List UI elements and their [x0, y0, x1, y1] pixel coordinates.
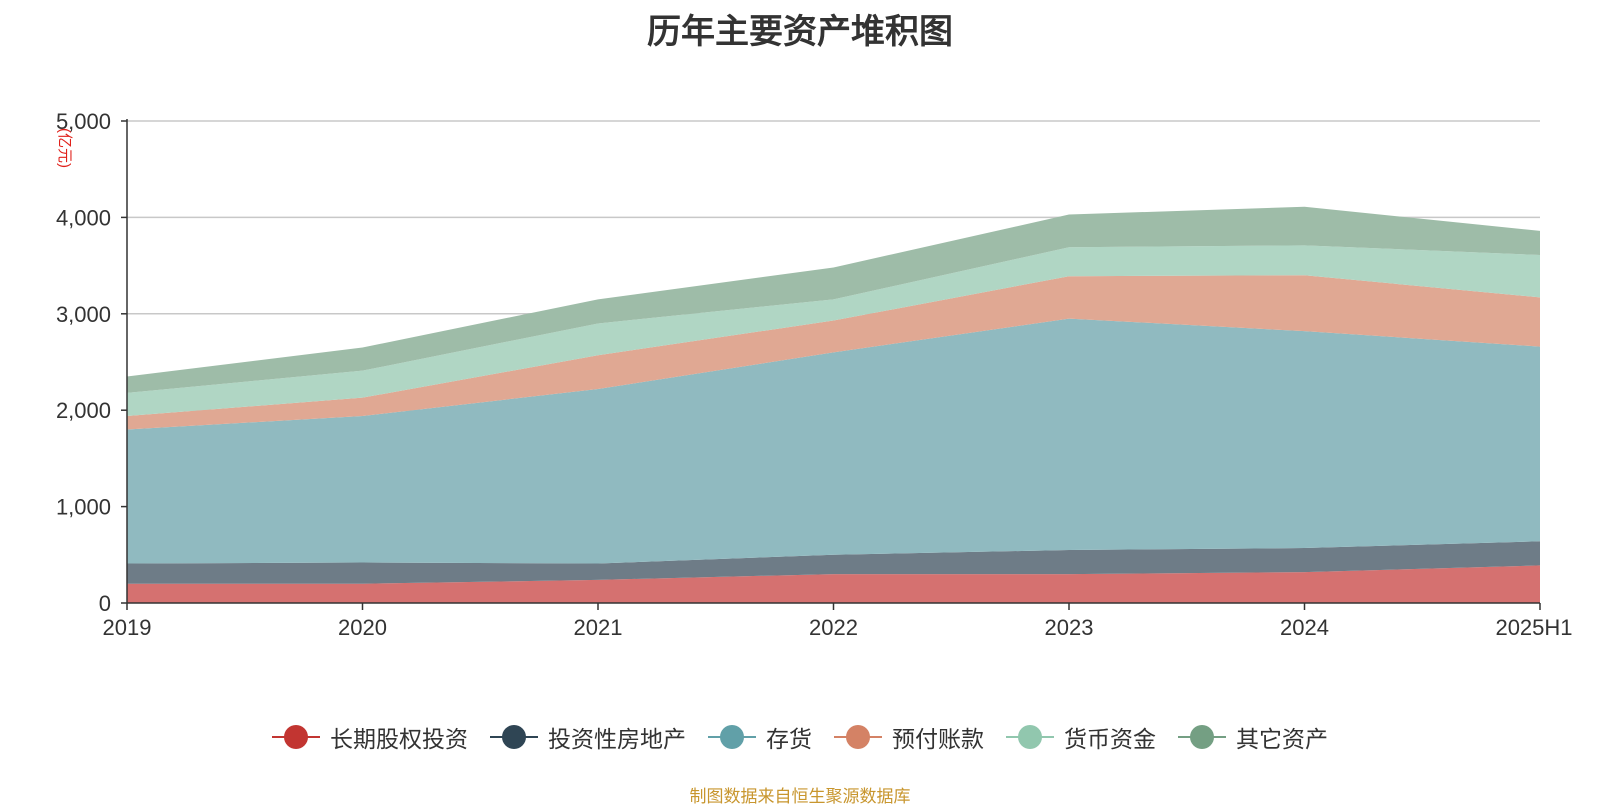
legend-label: 其它资产 [1236, 726, 1328, 752]
legend-marker-icon [1178, 725, 1226, 749]
legend-marker-icon [1006, 725, 1054, 749]
legend-marker-icon [490, 725, 538, 749]
legend-label: 投资性房地产 [548, 726, 686, 752]
area-series-预付账款 [127, 275, 1540, 430]
area-series-投资性房地产 [127, 541, 1540, 584]
legend-marker-icon [272, 725, 320, 749]
legend-item[interactable]: 投资性房地产 [490, 720, 686, 754]
x-tick-label: 2022 [809, 615, 858, 640]
legend-item[interactable]: 其它资产 [1178, 720, 1328, 754]
legend-item[interactable]: 长期股权投资 [272, 720, 468, 754]
x-tick-label: 2019 [103, 615, 152, 640]
y-tick-label: 0 [99, 591, 111, 616]
x-tick-label: 2021 [574, 615, 623, 640]
x-tick-label: 2024 [1280, 615, 1329, 640]
area-series [127, 206, 1540, 603]
x-tick-label: 2023 [1045, 615, 1094, 640]
legend-item[interactable]: 存货 [708, 720, 812, 754]
y-tick-label: 3,000 [56, 302, 111, 327]
stacked-area-chart: 0 1,000 2,000 3,000 4,000 5,000 2019 2020 2021 20… [56, 109, 1573, 640]
area-series-其它资产 [127, 206, 1540, 393]
legend-label: 预付账款 [892, 726, 984, 752]
area-series-货币资金 [127, 245, 1540, 416]
legend-item[interactable]: 预付账款 [834, 720, 984, 754]
legend-label: 货币资金 [1064, 726, 1156, 752]
x-tick-label: 2025H1 [1495, 615, 1572, 640]
legend: 长期股权投资 投资性房地产 存货 预付账款 货币资金 其它资产 [0, 720, 1600, 754]
axes: 0 1,000 2,000 3,000 4,000 5,000 2019 2020 2021 20… [56, 109, 1573, 640]
data-source-note: 制图数据来自恒生聚源数据库 [689, 787, 911, 806]
area-series-长期股权投资 [127, 565, 1540, 603]
legend-label: 存货 [766, 726, 812, 752]
legend-marker-icon [708, 725, 756, 749]
x-tick-label: 2020 [338, 615, 387, 640]
y-axis-unit-label: (亿元) [56, 128, 73, 168]
chart-title: 历年主要资产堆积图 [647, 13, 953, 51]
legend-item[interactable]: 货币资金 [1006, 720, 1156, 754]
y-tick-label: 5,000 [56, 109, 111, 134]
y-tick-label: 2,000 [56, 398, 111, 423]
y-tick-label: 1,000 [56, 495, 111, 520]
area-series-存货 [127, 318, 1540, 564]
y-tick-label: 4,000 [56, 205, 111, 230]
legend-label: 长期股权投资 [330, 726, 468, 752]
legend-marker-icon [834, 725, 882, 749]
